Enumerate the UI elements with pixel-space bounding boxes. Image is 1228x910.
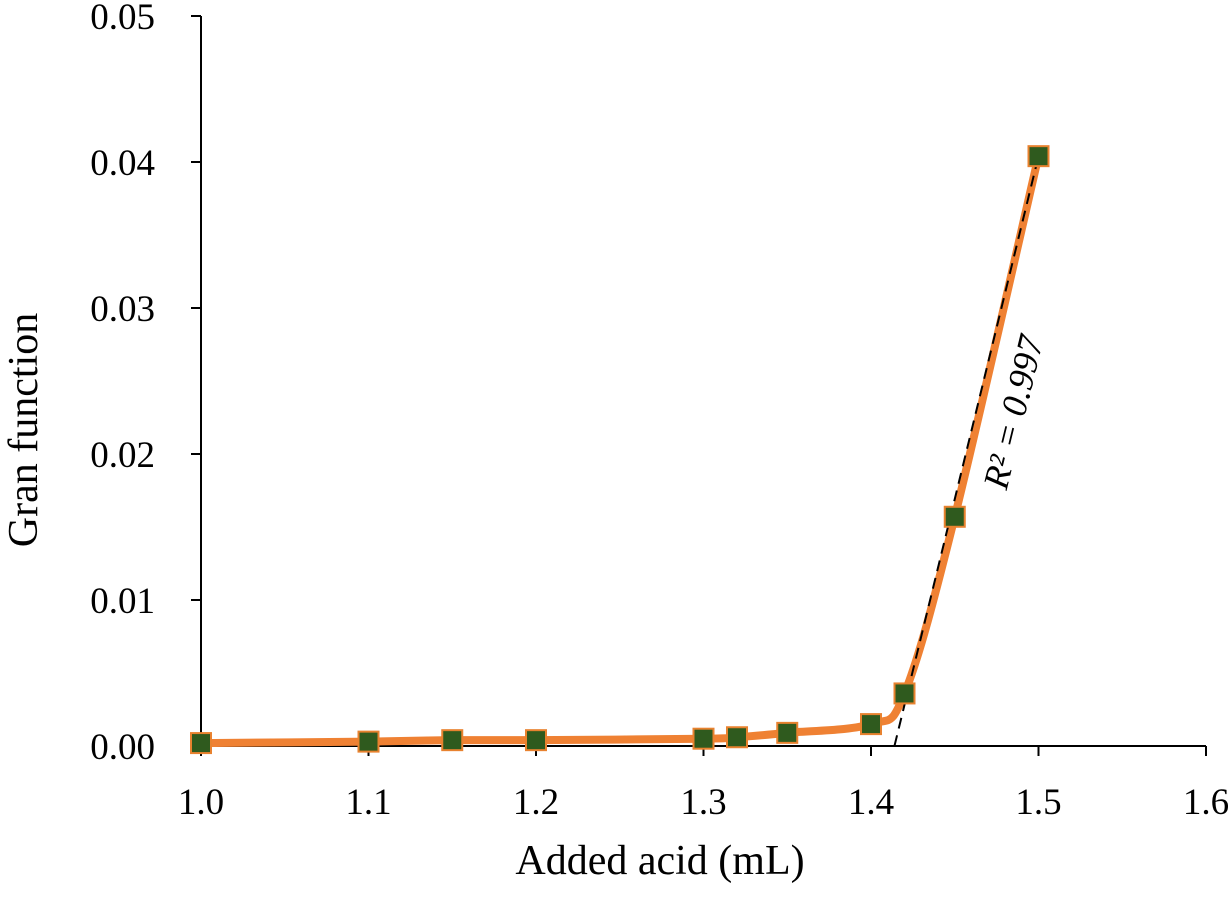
- x-tick-label-3: 1.3: [680, 782, 726, 823]
- x-tick-label-4: 1.4: [848, 782, 894, 823]
- data-point-6: [776, 721, 799, 744]
- y-tick-label-2: 0.02: [90, 435, 155, 476]
- tick-labels: 1.0 1.1 1.2 1.3 1.4 1.5 1.6 0.00 0.01 0.02 0.03 0.0…: [90, 0, 1228, 823]
- ticks: [191, 15, 1207, 756]
- y-axis-title: Gran function: [1, 313, 47, 547]
- y-tick-label-4: 0.04: [90, 143, 155, 184]
- data-point-4: [692, 727, 715, 750]
- data-point-10: [1027, 145, 1050, 168]
- data-point-1: [357, 730, 380, 753]
- data-point-0: [190, 732, 212, 755]
- x-tick-label-6: 1.6: [1183, 782, 1228, 823]
- data-point-9: [943, 505, 966, 528]
- axes: [200, 16, 1206, 747]
- y-tick-label-5: 0.05: [90, 0, 155, 38]
- data-point-3: [525, 729, 547, 752]
- x-tick-label-5: 1.5: [1015, 782, 1061, 823]
- y-tick-label-0: 0.00: [90, 727, 155, 768]
- y-tick-label-1: 0.01: [90, 581, 155, 622]
- y-tick-label-3: 0.03: [90, 289, 155, 330]
- x-axis-title: Added acid (mL): [515, 838, 804, 884]
- x-tick-label-2: 1.2: [513, 782, 559, 823]
- trendline: [893, 155, 1040, 747]
- data-point-8: [893, 682, 916, 705]
- r-squared-annotation: R² = 0.997: [975, 330, 1052, 494]
- series-line: [197, 152, 1043, 748]
- data-markers: [190, 145, 1050, 755]
- x-tick-label-0: 1.0: [178, 782, 224, 823]
- data-point-5: [726, 726, 748, 749]
- data-point-2: [441, 729, 464, 752]
- data-point-7: [860, 713, 882, 736]
- x-tick-label-1: 1.1: [345, 782, 391, 823]
